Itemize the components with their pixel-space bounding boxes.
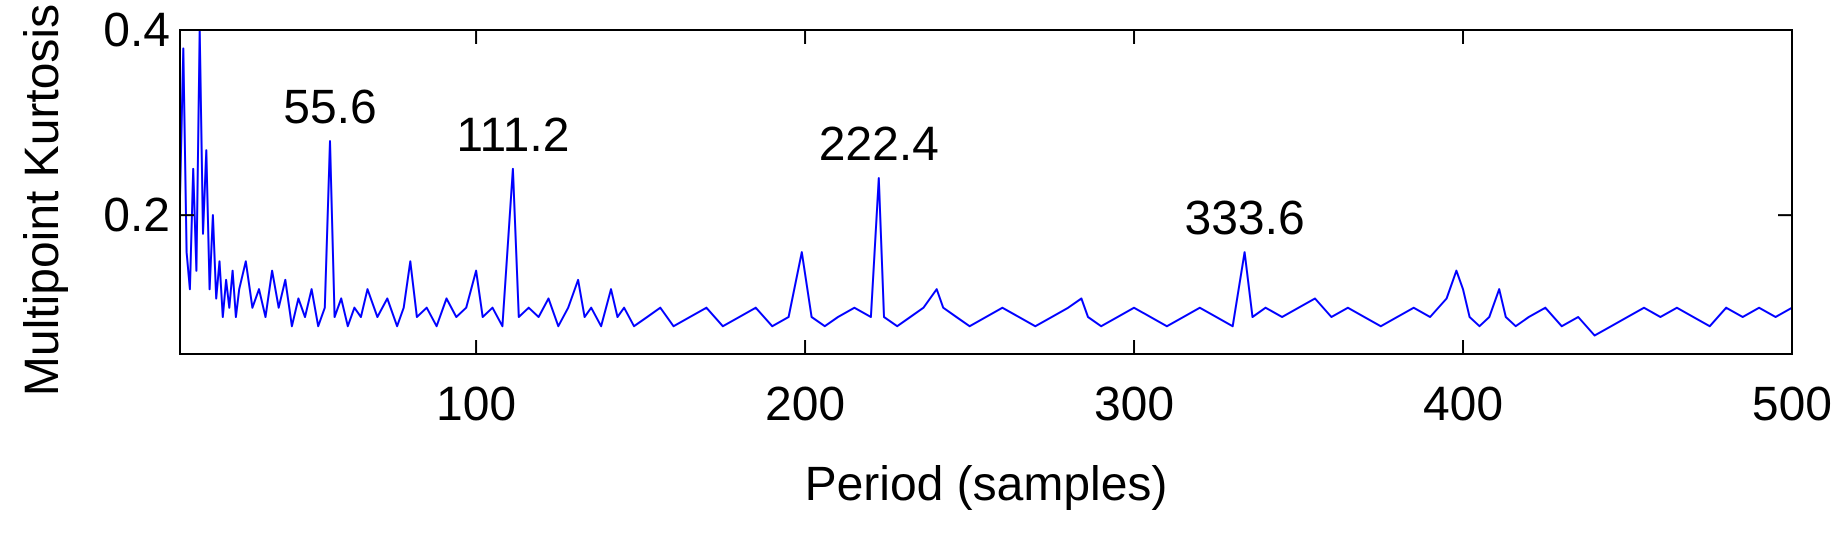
y-tick-label: 0.2 bbox=[103, 189, 170, 242]
annotation-label: 222.4 bbox=[819, 118, 939, 171]
plot-frame bbox=[179, 29, 1793, 355]
annotation-label: 111.2 bbox=[456, 109, 569, 162]
x-axis: 100 200 300 400 500 bbox=[436, 30, 1832, 431]
plot-background bbox=[180, 30, 1792, 354]
x-tick-label: 100 bbox=[436, 378, 516, 431]
x-tick-label: 500 bbox=[1752, 378, 1832, 431]
y-tick-label: 0.4 bbox=[103, 4, 170, 57]
y-axis: 0.2 0.4 bbox=[103, 4, 1792, 242]
y-axis-title: Multipoint Kurtosis bbox=[16, 4, 69, 396]
series-line-0 bbox=[179, 29, 1793, 337]
annotation-label: 55.6 bbox=[283, 81, 376, 134]
x-tick-label: 400 bbox=[1423, 378, 1503, 431]
x-tick-label: 200 bbox=[765, 378, 845, 431]
annotation-label: 333.6 bbox=[1185, 192, 1305, 245]
series-layer bbox=[179, 29, 1793, 337]
x-axis-title: Period (samples) bbox=[805, 458, 1168, 511]
annotation-layer: 55.6 111.2 222.4 333.6 bbox=[283, 81, 1304, 245]
x-tick-label: 300 bbox=[1094, 378, 1174, 431]
